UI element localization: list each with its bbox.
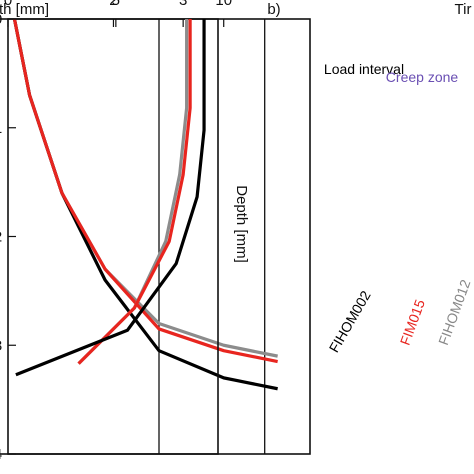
panel-b-ytick-label-2: 2 [0,229,2,246]
panel-b: 051001234 b) Tir Depth [mm] Load interva… [0,0,474,463]
panel-b-series-1 [12,18,278,364]
panel-b-ytick-label-3: 3 [0,337,2,354]
annotation-load-interval: Load interval [324,61,404,77]
panel-a-series-0 [15,19,206,377]
panel-b-ytick-label-1: 1 [0,120,2,137]
series-label-fihom012-b: FIHOM012 [435,277,474,347]
panel-b-label: b) [267,1,280,18]
series-label-fim015-b: FIM015 [397,297,428,347]
panel-b-xaxis-title: Tir [455,1,472,18]
panel-b-xtick-label-2: 10 [215,0,232,9]
annotation-creep-zone: Creep zone [386,69,459,85]
panel-a-series-1 [77,19,192,365]
panel-a-xtick-label-0: 2 [109,0,117,9]
panel-b-series [12,18,278,391]
panel-b-xtick-label-1: 5 [112,0,120,9]
panel-b-interval-lines [158,19,266,454]
panel-b-xtick-label-0: 0 [4,0,12,9]
panel-a-xaxis-title: th [mm] [0,1,49,18]
panel-b-ticks: 051001234 [0,0,232,463]
panel-a-series [15,19,206,377]
panel-a-frame [0,18,219,455]
series-label-fihom002-b: FIHOM002 [326,288,374,355]
panel-b-yaxis-title: Depth [mm] [233,185,250,263]
panel-a-xtick-label-1: 3 [179,0,187,9]
